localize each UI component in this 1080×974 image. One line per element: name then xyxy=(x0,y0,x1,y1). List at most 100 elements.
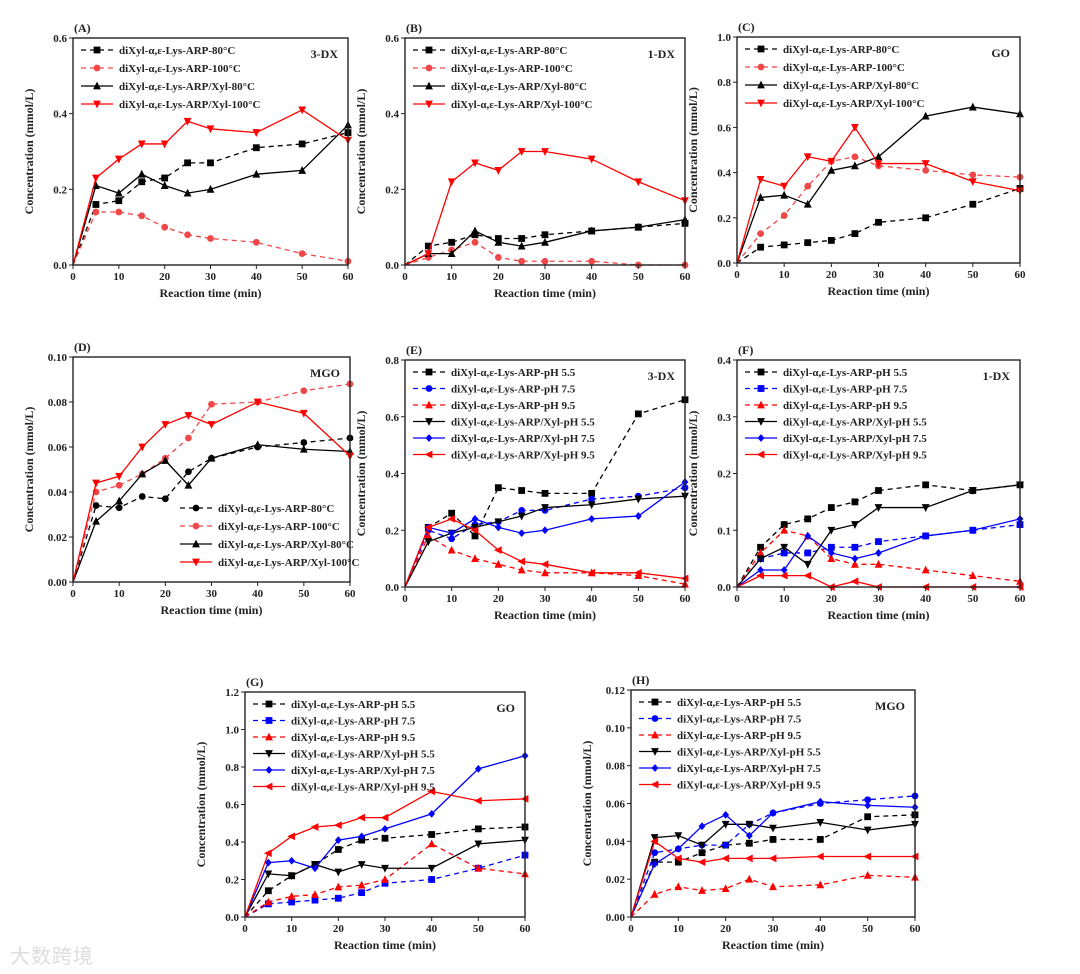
legend-label: diXyl-α,ε-Lys-ARP-pH 9.5 xyxy=(291,732,416,744)
data-point xyxy=(447,178,456,187)
data-point xyxy=(969,171,977,179)
panel-label: (G) xyxy=(246,675,263,689)
legend-marker xyxy=(93,46,101,54)
data-point xyxy=(381,834,389,842)
series-line xyxy=(404,495,686,588)
y-tick-label: 0.4 xyxy=(53,109,67,121)
chart-panel: 0 10 20 30 40 50 60 0.00 0.02 0.04 0.06 0.08 0.10 Rea… xyxy=(22,340,359,617)
data-point xyxy=(206,184,215,193)
data-point xyxy=(494,237,503,246)
data-point xyxy=(427,839,436,848)
data-point xyxy=(851,498,859,506)
series-line xyxy=(736,484,1021,588)
data-point xyxy=(334,836,342,845)
watermark: 大数跨境 xyxy=(10,944,94,968)
data-point xyxy=(827,543,835,551)
y-tick-label: 0.6 xyxy=(385,33,399,45)
data-point xyxy=(473,796,482,805)
y-tick-label: 0.0 xyxy=(225,912,239,924)
data-point xyxy=(804,182,812,190)
series-line xyxy=(72,383,351,583)
series xyxy=(72,440,354,583)
data-point xyxy=(674,882,683,891)
data-point xyxy=(745,839,753,847)
data-point xyxy=(494,484,502,492)
legend-marker xyxy=(650,780,659,789)
x-tick-label: 40 xyxy=(815,923,827,935)
x-tick-label: 40 xyxy=(426,923,438,935)
data-point xyxy=(745,820,754,829)
data-point xyxy=(921,160,930,168)
legend-marker xyxy=(93,64,101,72)
data-point xyxy=(922,214,930,222)
y-tick-label: 0.8 xyxy=(717,77,731,89)
x-tick-label: 0 xyxy=(402,271,408,283)
data-point xyxy=(722,841,730,849)
data-point xyxy=(922,166,930,174)
series-line xyxy=(630,840,915,918)
data-point xyxy=(541,231,549,239)
x-tick-label: 0 xyxy=(734,269,740,281)
data-point xyxy=(851,153,859,161)
data-point xyxy=(968,487,977,495)
data-point xyxy=(137,169,146,178)
data-point xyxy=(517,512,526,521)
data-point xyxy=(780,182,789,191)
y-tick-label: 0.10 xyxy=(48,352,68,364)
data-point xyxy=(698,886,706,894)
series xyxy=(404,531,689,588)
data-point xyxy=(756,175,765,184)
data-point xyxy=(874,559,883,568)
series-line xyxy=(404,518,686,588)
data-point xyxy=(864,813,872,821)
series-line xyxy=(736,187,1021,264)
x-tick-label: 40 xyxy=(920,269,932,281)
legend-label: diXyl-α,ε-Lys-ARP-pH 7.5 xyxy=(451,384,576,396)
series-line xyxy=(244,839,526,918)
y-tick-label: 0.0 xyxy=(53,260,67,272)
data-point xyxy=(424,242,432,250)
data-point xyxy=(875,487,882,494)
data-point xyxy=(298,106,307,115)
legend-marker xyxy=(757,434,765,442)
y-tick-label: 0.6 xyxy=(225,800,239,812)
x-tick-label: 10 xyxy=(779,269,791,281)
data-point xyxy=(252,144,260,152)
data-point xyxy=(779,571,788,580)
data-point xyxy=(757,230,764,238)
x-tick-label: 50 xyxy=(633,593,645,605)
x-tick-label: 40 xyxy=(252,588,264,600)
series xyxy=(244,836,529,918)
legend-marker xyxy=(192,558,200,567)
data-point xyxy=(311,896,319,904)
series-line xyxy=(244,755,526,918)
series xyxy=(404,478,689,588)
data-point xyxy=(448,529,456,537)
series xyxy=(736,481,1024,588)
y-tick-label: 0.02 xyxy=(48,532,68,544)
y-tick-label: 0.6 xyxy=(385,412,399,424)
legend-label: diXyl-α,ε-Lys-ARP/Xyl-pH 9.5 xyxy=(291,782,435,794)
data-point xyxy=(518,487,526,494)
panel-label: (A) xyxy=(74,21,91,35)
data-point xyxy=(769,836,777,843)
y-tick-label: 0.2 xyxy=(225,875,239,887)
data-point xyxy=(587,155,596,164)
x-axis-label: Reaction time (min) xyxy=(828,608,930,622)
y-tick-label: 0.2 xyxy=(53,184,67,196)
data-point xyxy=(358,889,366,897)
data-point xyxy=(518,506,526,514)
data-point xyxy=(424,531,433,540)
data-point xyxy=(756,548,765,557)
y-tick-label: 0.2 xyxy=(385,525,399,537)
data-point xyxy=(634,410,642,418)
x-tick-label: 10 xyxy=(113,271,125,283)
data-point xyxy=(864,801,872,810)
data-point xyxy=(587,568,596,577)
series xyxy=(736,153,1024,264)
y-tick-label: 0.02 xyxy=(606,874,626,886)
x-tick-label: 60 xyxy=(343,271,355,283)
y-tick-label: 0.00 xyxy=(48,577,68,589)
data-point xyxy=(540,560,549,569)
data-point xyxy=(541,504,549,512)
